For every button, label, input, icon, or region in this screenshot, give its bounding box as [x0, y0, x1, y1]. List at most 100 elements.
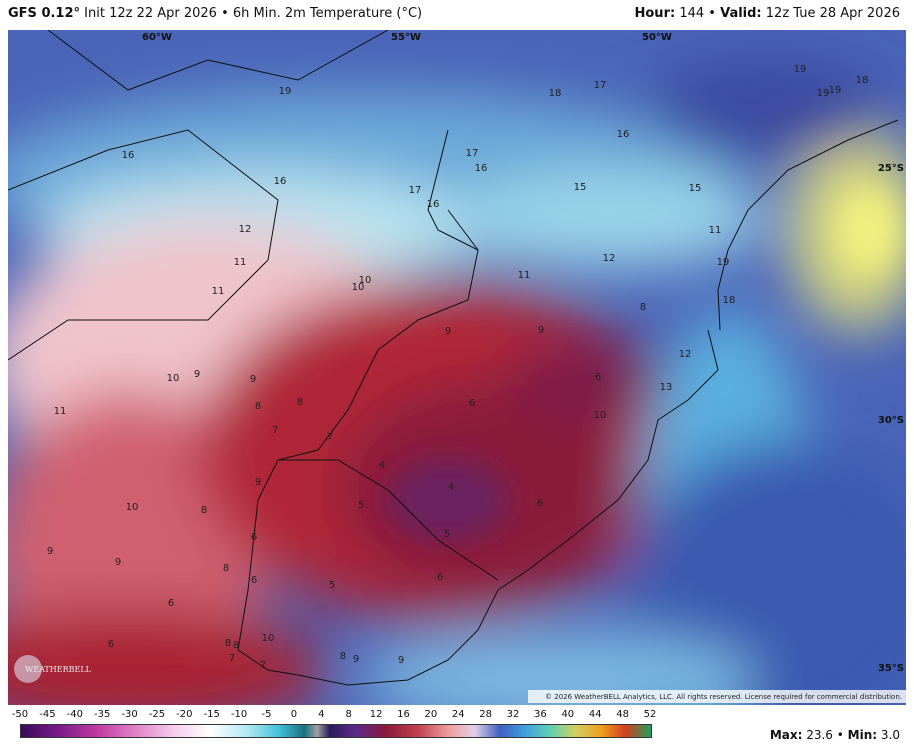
- temperature-label: 9: [445, 326, 451, 337]
- copyright-bg: [528, 690, 906, 703]
- temperature-label: 7: [229, 653, 235, 664]
- temperature-label: 6: [251, 532, 257, 543]
- hour-label: Hour:: [634, 6, 676, 21]
- temperature-label: 8: [297, 397, 303, 408]
- temperature-label: 6: [168, 598, 174, 609]
- colorbar-label: 20: [424, 709, 438, 720]
- min: 3.0: [880, 728, 900, 742]
- temperature-label: 19: [829, 85, 842, 96]
- min-label: Min:: [847, 728, 878, 742]
- colorbar-label: 32: [506, 709, 520, 720]
- temperature-label: 18: [723, 295, 736, 306]
- header-right: Hour: 144 • Valid: 12z Tue 28 Apr 2026: [635, 6, 901, 21]
- colorbar-label: 4: [318, 709, 325, 720]
- temperature-label: 8: [223, 563, 229, 574]
- temperature-label: 10: [167, 373, 180, 384]
- temperature-label: 12: [603, 253, 616, 264]
- temperature-label: 6: [437, 572, 443, 583]
- lon-label: 50°W: [642, 32, 672, 43]
- footer: Max: 23.6 • Min: 3.0: [770, 728, 900, 742]
- temperature-label: 8: [340, 651, 346, 662]
- colorbar-label: -30: [121, 709, 138, 720]
- colorbar-label: 8: [345, 709, 352, 720]
- colorbar-label: 48: [616, 709, 629, 720]
- temperature-label: 7: [327, 432, 333, 443]
- lat-label: 30°S: [878, 415, 904, 426]
- logo-icon: [14, 655, 42, 683]
- temperature-label: 11: [518, 270, 531, 281]
- hour: 144 •: [679, 6, 716, 21]
- temperature-label: 6: [108, 639, 114, 650]
- temperature-label: 8: [640, 302, 646, 313]
- temperature-label: 19: [717, 257, 730, 268]
- temperature-label: 6: [469, 398, 475, 409]
- colorbar-label: 24: [451, 709, 465, 720]
- temperature-label: 9: [194, 369, 200, 380]
- temperature-label: 10: [126, 502, 139, 513]
- temperature-label: 15: [574, 182, 587, 193]
- temperature-label: 11: [212, 286, 225, 297]
- temperature-label: 10: [594, 410, 607, 421]
- colorbar-label: -50: [11, 709, 29, 720]
- logo: WEATHERBELL: [25, 665, 92, 674]
- temperature-label: 13: [660, 382, 673, 393]
- copyright: © 2026 WeatherBELL Analytics, LLC. All r…: [545, 693, 902, 701]
- temperature-label: 17: [409, 185, 422, 196]
- temperature-label: 12: [239, 224, 252, 235]
- lon-label: 55°W: [391, 32, 421, 43]
- max-label: Max:: [769, 728, 803, 742]
- colorbar-label: 16: [397, 709, 410, 720]
- temperature-field: [8, 60, 906, 705]
- temperature-label: 10: [352, 282, 365, 293]
- colorbar-label: 44: [588, 709, 602, 720]
- model: GFS 0.12°: [8, 6, 81, 21]
- temperature-label: 16: [427, 199, 440, 210]
- temperature-label: 8: [255, 401, 261, 412]
- temperature-label: 9: [255, 477, 261, 488]
- colorbar-label: 0: [290, 709, 298, 720]
- temperature-label: 9: [353, 654, 359, 665]
- borders: [8, 30, 899, 686]
- temperature-label: 6: [251, 575, 257, 586]
- colorbar-label: 12: [369, 709, 383, 720]
- colorbar-label: 36: [534, 709, 547, 720]
- valid: 12z Tue 28 Apr 2026: [765, 6, 900, 21]
- colorbar-label: -5: [261, 709, 272, 720]
- temperature-label: 11: [54, 406, 67, 417]
- temperature-label: 15: [689, 183, 702, 194]
- temperature-label: 9: [250, 374, 256, 385]
- colorbar-label: -15: [203, 709, 220, 720]
- temperature-label: 10: [359, 275, 372, 286]
- temperature-label: 16: [274, 176, 287, 187]
- temperature-label: 4: [448, 482, 454, 493]
- temperature-label: 4: [379, 460, 385, 471]
- temperature-label: 9: [398, 655, 404, 666]
- lat-label: 35°S: [878, 663, 904, 674]
- temperature-label: 17: [594, 80, 607, 91]
- colorbar-label: 52: [643, 709, 657, 720]
- temperature-label: 9: [115, 557, 121, 568]
- temperature-label: 17: [466, 148, 479, 159]
- temperature-label: 19: [279, 86, 292, 97]
- temperature-label: 5: [444, 529, 450, 540]
- colorbar: [20, 724, 652, 738]
- lat-label: 25°S: [878, 163, 904, 174]
- temperature-label: 16: [475, 163, 488, 174]
- temperature-label: 5: [329, 580, 335, 591]
- temperature-label: 11: [234, 257, 247, 268]
- temperature-label: 19: [794, 64, 807, 75]
- temperature-label: 6: [537, 498, 543, 509]
- colorbar-label: -45: [39, 709, 56, 720]
- temperature-label: 16: [617, 129, 630, 140]
- header-left: GFS 0.12° Init 12z 22 Apr 2026 • 6h Min.…: [8, 6, 422, 21]
- colorbar-label: -35: [94, 709, 111, 720]
- temperature-label: 9: [538, 325, 544, 336]
- colorbar-label: -40: [66, 709, 83, 720]
- temperature-label: 9: [47, 546, 53, 557]
- temperature-label: 8: [233, 640, 239, 651]
- temperature-label: 8: [225, 638, 231, 649]
- temperature-label: 7: [272, 425, 278, 436]
- temperature-label: 8: [201, 505, 207, 516]
